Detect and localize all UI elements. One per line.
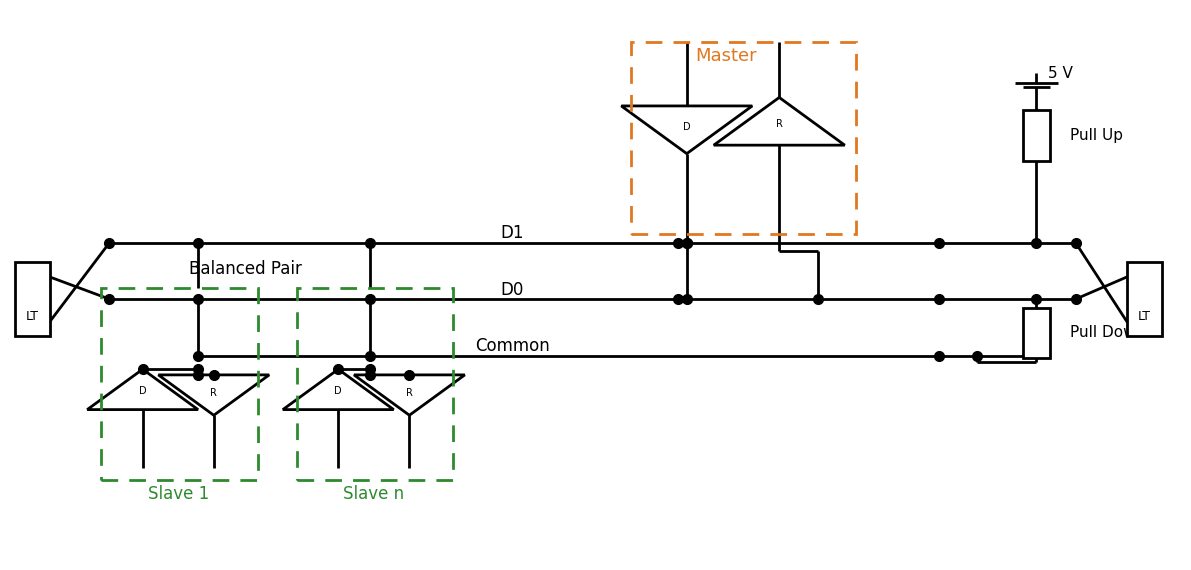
Polygon shape xyxy=(158,375,269,416)
Text: D1: D1 xyxy=(500,224,524,242)
Text: LT: LT xyxy=(1137,310,1151,323)
Text: Pull Up: Pull Up xyxy=(1070,128,1123,143)
Bar xyxy=(1023,308,1049,359)
Text: Slave n: Slave n xyxy=(343,485,405,503)
Polygon shape xyxy=(354,375,464,416)
Text: Balanced Pair: Balanced Pair xyxy=(189,260,303,278)
Text: Common: Common xyxy=(475,337,550,355)
Text: Slave 1: Slave 1 xyxy=(148,485,208,503)
Text: Pull Down: Pull Down xyxy=(1070,325,1145,340)
Polygon shape xyxy=(282,369,394,410)
Text: D: D xyxy=(139,386,146,397)
Bar xyxy=(1127,262,1162,336)
Bar xyxy=(14,262,50,336)
Text: R: R xyxy=(775,119,782,129)
Text: R: R xyxy=(406,388,413,398)
Text: D: D xyxy=(682,123,691,132)
Bar xyxy=(1023,110,1049,161)
Polygon shape xyxy=(622,106,753,154)
Polygon shape xyxy=(87,369,198,410)
Polygon shape xyxy=(713,97,844,145)
Text: D0: D0 xyxy=(501,280,524,299)
Text: D: D xyxy=(335,386,342,397)
Text: Master: Master xyxy=(696,47,756,66)
Text: 5 V: 5 V xyxy=(1048,66,1073,81)
Text: LT: LT xyxy=(26,310,39,323)
Text: R: R xyxy=(211,388,217,398)
